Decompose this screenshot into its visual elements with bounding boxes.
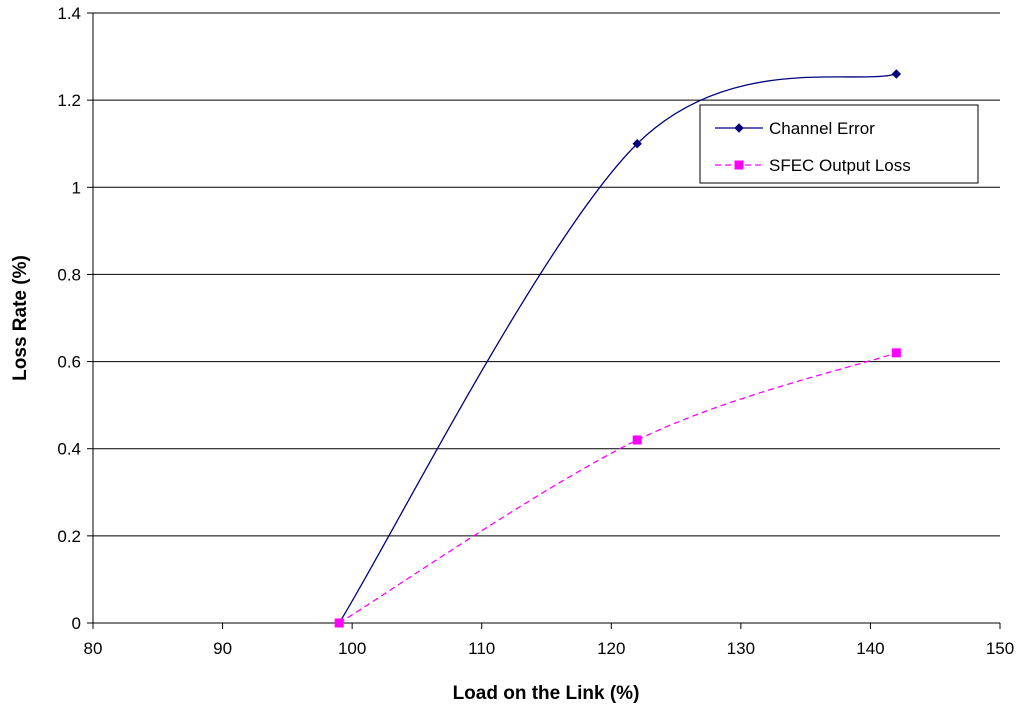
legend-items: Channel Error SFEC Output Loss [715,119,911,175]
legend-label-sfec-output-loss: SFEC Output Loss [769,156,911,175]
series-line-sfec-output-loss [338,352,897,624]
legend-box [699,104,979,184]
legend: Channel Error SFEC Output Loss [699,104,979,184]
series-line-channel-error [338,73,897,624]
legend-label-channel-error: Channel Error [769,119,875,138]
y-tick-label: 1.4 [57,4,81,23]
axes [92,13,1000,624]
y-axis-title: Loss Rate (%) [10,255,31,381]
x-tick-label: 110 [468,639,495,658]
y-tick-label: 0.4 [57,440,81,459]
legend-marker-sfec-output-loss [734,160,744,170]
y-tick-label: 1 [72,178,81,197]
x-tick-label: 150 [986,639,1014,658]
y-tick-label: 0.2 [57,527,81,546]
y-tick-label: 0 [72,614,81,633]
data-point-channel-error [632,139,642,149]
x-tick-label: 100 [338,639,366,658]
y-tick-label: 1.2 [57,91,81,110]
data-point-sfec-output-loss [891,348,901,358]
data-point-sfec-output-loss [334,618,344,628]
data-point-channel-error [891,69,902,79]
x-axis-title: Load on the Link (%) [453,683,640,704]
x-tick-label: 130 [727,639,755,658]
y-tick-label: 0.8 [57,265,81,284]
legend-marker-channel-error [734,123,744,133]
series-lines [338,73,897,624]
x-tick-label: 90 [213,639,232,658]
y-axis-ticks: 0 0.2 0.4 0.6 0.8 1 1.2 1.4 [57,4,93,633]
data-point-sfec-output-loss [632,435,642,445]
x-tick-label: 80 [84,639,103,658]
x-tick-label: 140 [856,639,884,658]
x-tick-label: 120 [597,639,625,658]
y-tick-label: 0.6 [57,353,81,372]
x-axis-ticks: 80 90 100 110 120 130 140 150 [84,623,1014,658]
series-markers [334,69,902,628]
gridlines [93,12,1000,537]
